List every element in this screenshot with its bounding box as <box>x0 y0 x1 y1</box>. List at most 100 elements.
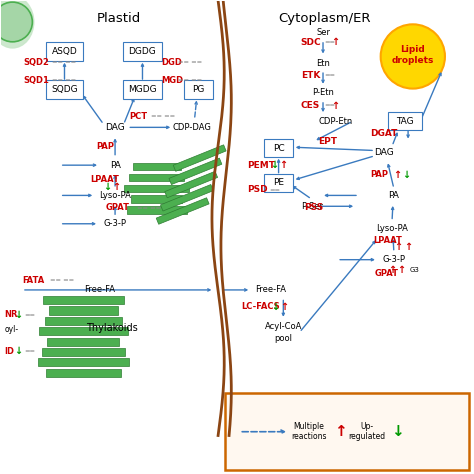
Text: ↑: ↑ <box>112 182 120 192</box>
Text: ==: == <box>324 102 335 109</box>
FancyBboxPatch shape <box>129 173 184 181</box>
Text: Thylakoids: Thylakoids <box>86 323 137 333</box>
Text: == ==: == == <box>50 277 74 283</box>
Text: PSD: PSD <box>247 185 268 194</box>
Text: ID: ID <box>4 347 15 356</box>
Text: ↑: ↑ <box>394 242 403 252</box>
Text: NR: NR <box>4 310 18 319</box>
Text: == ==: == == <box>52 59 76 65</box>
Text: == ==: == == <box>151 113 175 119</box>
Text: Ser: Ser <box>316 28 330 37</box>
Text: PCT: PCT <box>129 112 147 121</box>
Text: Lyso-PA: Lyso-PA <box>376 224 408 233</box>
Text: Up-
regulated: Up- regulated <box>348 422 385 441</box>
Text: PC: PC <box>273 144 284 153</box>
Text: ↑: ↑ <box>331 100 339 110</box>
Text: ↑: ↑ <box>404 242 412 252</box>
Text: Cytoplasm/ER: Cytoplasm/ER <box>278 12 371 25</box>
Text: oyl-: oyl- <box>4 325 18 334</box>
Text: G-3-P: G-3-P <box>103 219 127 228</box>
Polygon shape <box>156 198 209 224</box>
Text: PG: PG <box>192 85 204 94</box>
FancyBboxPatch shape <box>225 393 469 471</box>
FancyBboxPatch shape <box>43 296 124 304</box>
Text: PSS: PSS <box>304 203 323 212</box>
Text: CDP-Etn: CDP-Etn <box>318 117 353 126</box>
Text: G-3-P: G-3-P <box>383 255 405 264</box>
Text: == ==: == == <box>137 205 161 211</box>
Text: DAG: DAG <box>105 123 125 132</box>
FancyBboxPatch shape <box>38 358 129 366</box>
Text: ==: == <box>269 187 280 193</box>
Text: DGDG: DGDG <box>128 47 156 56</box>
Text: ↓: ↓ <box>15 346 23 356</box>
Text: ==: == <box>324 73 335 78</box>
FancyBboxPatch shape <box>49 307 118 315</box>
Text: Etn: Etn <box>316 59 330 68</box>
FancyBboxPatch shape <box>124 184 189 192</box>
Text: LPAAT: LPAAT <box>90 175 119 184</box>
Text: ↓: ↓ <box>103 182 111 192</box>
Text: ↓: ↓ <box>271 302 279 312</box>
Text: ↓: ↓ <box>15 310 23 320</box>
Text: == ==: == == <box>178 77 202 83</box>
Text: CDP-DAG: CDP-DAG <box>173 123 211 132</box>
FancyBboxPatch shape <box>46 42 83 61</box>
Polygon shape <box>173 145 226 171</box>
FancyBboxPatch shape <box>264 139 293 157</box>
Text: SQDG: SQDG <box>51 85 78 94</box>
Text: ↑: ↑ <box>334 424 346 439</box>
Ellipse shape <box>0 0 34 48</box>
FancyBboxPatch shape <box>46 369 120 377</box>
Text: PEMT: PEMT <box>247 161 275 170</box>
Text: Lipid
droplets: Lipid droplets <box>392 46 434 65</box>
Text: ↑: ↑ <box>388 265 396 275</box>
Text: pool: pool <box>274 334 292 343</box>
Text: ↓: ↓ <box>392 424 404 439</box>
Text: Free-FA: Free-FA <box>255 285 286 294</box>
FancyBboxPatch shape <box>388 112 422 130</box>
FancyBboxPatch shape <box>42 348 125 356</box>
Text: == ==: == == <box>52 77 76 83</box>
Text: MGD: MGD <box>161 75 183 84</box>
Text: TAG: TAG <box>396 117 414 126</box>
Polygon shape <box>169 158 222 184</box>
Text: ↓: ↓ <box>270 160 278 170</box>
Text: ==: == <box>24 348 36 355</box>
Text: GPAT: GPAT <box>106 203 130 212</box>
Text: FATA: FATA <box>22 276 44 285</box>
FancyBboxPatch shape <box>47 337 119 346</box>
Text: ↑: ↑ <box>280 302 288 312</box>
Text: ↓: ↓ <box>402 170 410 180</box>
Text: P-Ser: P-Ser <box>301 202 323 211</box>
Text: ==: == <box>24 312 36 318</box>
Text: Lyso-PA: Lyso-PA <box>99 191 131 200</box>
Polygon shape <box>165 171 218 198</box>
FancyBboxPatch shape <box>39 327 128 335</box>
Text: ETK: ETK <box>301 71 320 80</box>
Text: ↑: ↑ <box>397 265 406 275</box>
FancyBboxPatch shape <box>131 195 182 203</box>
Text: Multiple
reactions: Multiple reactions <box>291 422 327 441</box>
Text: GPAT: GPAT <box>375 269 399 278</box>
FancyBboxPatch shape <box>45 317 122 325</box>
Circle shape <box>0 2 32 42</box>
Text: DGD: DGD <box>161 58 182 67</box>
Text: DGAT: DGAT <box>370 129 398 138</box>
FancyBboxPatch shape <box>183 80 213 99</box>
Text: PAP: PAP <box>97 142 115 151</box>
Text: PAP: PAP <box>370 170 388 179</box>
Text: ↑: ↑ <box>331 37 339 47</box>
Text: Plastid: Plastid <box>97 12 141 25</box>
Text: LC-FACS: LC-FACS <box>242 302 280 311</box>
Text: SQD2: SQD2 <box>23 58 49 67</box>
Text: ↑: ↑ <box>392 170 401 180</box>
Text: EPT: EPT <box>318 137 337 146</box>
Text: PE: PE <box>273 178 284 187</box>
Text: SDC: SDC <box>301 38 321 47</box>
FancyBboxPatch shape <box>123 42 162 61</box>
FancyBboxPatch shape <box>46 80 83 99</box>
Text: PA: PA <box>389 191 399 200</box>
Text: ↑: ↑ <box>279 160 287 170</box>
Text: PA: PA <box>109 161 120 170</box>
